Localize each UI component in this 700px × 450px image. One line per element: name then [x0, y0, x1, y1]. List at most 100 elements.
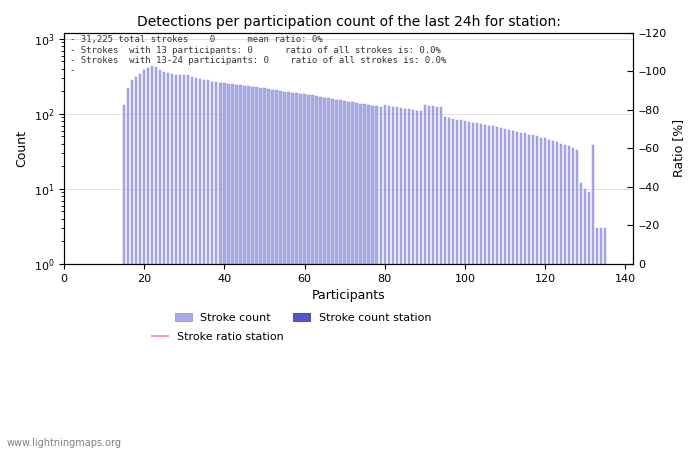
- X-axis label: Participants: Participants: [312, 289, 386, 302]
- Bar: [407, 109, 410, 450]
- Bar: [183, 75, 186, 450]
- Bar: [472, 123, 474, 450]
- Bar: [315, 96, 318, 450]
- Bar: [419, 112, 422, 450]
- Bar: [203, 80, 206, 450]
- Bar: [312, 95, 314, 450]
- Bar: [151, 66, 153, 450]
- Bar: [175, 75, 177, 450]
- Bar: [351, 102, 354, 450]
- Bar: [592, 145, 594, 450]
- Title: Detections per participation count of the last 24h for station:: Detections per participation count of th…: [136, 15, 561, 29]
- Bar: [340, 100, 342, 450]
- Bar: [568, 146, 570, 450]
- Legend: Stroke ratio station: Stroke ratio station: [147, 327, 288, 346]
- Bar: [303, 94, 306, 450]
- Bar: [463, 121, 466, 450]
- Bar: [448, 118, 450, 450]
- Bar: [528, 135, 531, 450]
- Bar: [139, 74, 141, 450]
- Bar: [147, 68, 149, 450]
- Bar: [159, 70, 162, 450]
- Bar: [516, 132, 518, 450]
- Bar: [536, 136, 538, 450]
- Bar: [360, 104, 362, 450]
- Bar: [356, 103, 358, 450]
- Bar: [271, 90, 274, 450]
- Bar: [300, 94, 302, 450]
- Bar: [544, 139, 546, 450]
- Bar: [520, 133, 522, 450]
- Bar: [500, 128, 502, 450]
- Bar: [379, 107, 382, 450]
- Bar: [247, 86, 250, 450]
- Bar: [452, 119, 454, 450]
- Bar: [476, 123, 478, 450]
- Bar: [211, 82, 214, 450]
- Bar: [347, 102, 350, 450]
- Bar: [444, 117, 446, 450]
- Bar: [239, 86, 241, 450]
- Bar: [548, 140, 550, 450]
- Bar: [576, 150, 578, 450]
- Bar: [328, 98, 330, 450]
- Bar: [440, 108, 442, 450]
- Bar: [263, 89, 265, 450]
- Bar: [344, 101, 346, 450]
- Bar: [256, 87, 258, 450]
- Bar: [279, 91, 281, 450]
- Bar: [135, 77, 137, 450]
- Bar: [524, 133, 526, 450]
- Bar: [251, 87, 253, 450]
- Bar: [267, 89, 270, 450]
- Bar: [384, 105, 386, 450]
- Bar: [532, 135, 534, 450]
- Bar: [584, 189, 587, 450]
- Bar: [412, 110, 414, 450]
- Bar: [284, 92, 286, 450]
- Bar: [259, 88, 262, 450]
- Bar: [512, 130, 514, 450]
- Bar: [504, 129, 506, 450]
- Bar: [560, 144, 562, 450]
- Bar: [179, 75, 181, 450]
- Bar: [235, 85, 237, 450]
- Bar: [432, 106, 434, 450]
- Bar: [155, 67, 158, 450]
- Bar: [435, 107, 438, 450]
- Bar: [424, 105, 426, 450]
- Bar: [291, 93, 294, 450]
- Bar: [163, 72, 165, 450]
- Bar: [395, 108, 398, 450]
- Bar: [604, 228, 606, 450]
- Bar: [323, 98, 326, 450]
- Bar: [552, 141, 554, 450]
- Bar: [187, 76, 190, 450]
- Bar: [335, 99, 338, 450]
- Bar: [167, 73, 169, 450]
- Bar: [131, 81, 133, 450]
- Text: - 31,225 total strokes    0      mean ratio: 0%
- Strokes  with 13 participants:: - 31,225 total strokes 0 mean ratio: 0% …: [69, 35, 446, 76]
- Bar: [404, 109, 406, 450]
- Bar: [492, 126, 494, 450]
- Bar: [400, 108, 402, 450]
- Bar: [480, 124, 482, 450]
- Bar: [375, 106, 378, 450]
- Bar: [207, 81, 209, 450]
- Bar: [600, 228, 603, 450]
- Bar: [223, 83, 225, 450]
- Bar: [556, 142, 559, 450]
- Bar: [391, 107, 394, 450]
- Bar: [572, 148, 575, 450]
- Bar: [319, 97, 322, 450]
- Bar: [171, 74, 174, 450]
- Bar: [428, 106, 430, 450]
- Bar: [195, 77, 197, 450]
- Bar: [287, 92, 290, 450]
- Bar: [460, 120, 462, 450]
- Bar: [143, 70, 146, 450]
- Text: www.lightningmaps.org: www.lightningmaps.org: [7, 438, 122, 448]
- Bar: [388, 106, 390, 450]
- Bar: [243, 86, 246, 450]
- Bar: [564, 145, 566, 450]
